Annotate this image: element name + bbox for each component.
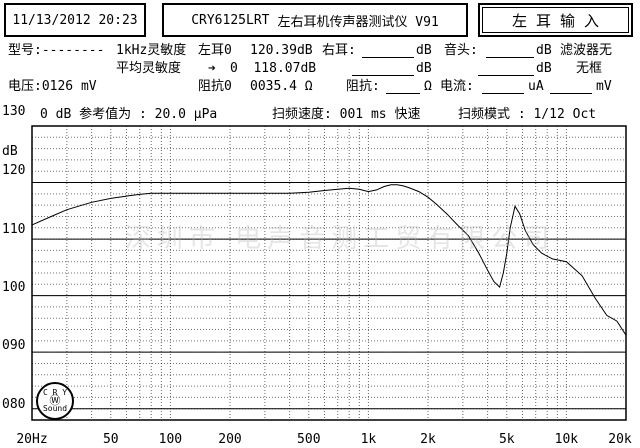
mv-unit: mV [596, 79, 612, 94]
x-tick-label: 5k [498, 432, 515, 447]
current-label: 电流: [440, 79, 474, 94]
y-tick-label: 120 [2, 163, 26, 178]
y-tick-label: 110 [2, 222, 26, 237]
model-field: 型号:-------- [8, 43, 105, 58]
current-unit: uA [528, 79, 544, 94]
reference-text: 0 dB 参考值为 : 20.0 μPa [40, 107, 218, 122]
filter-label-2: 无框 [576, 61, 603, 76]
filter-label: 滤波器无 [560, 43, 613, 58]
model-name: CRY6125LRT [191, 12, 270, 28]
head-unit: dB [536, 43, 552, 58]
right-impedance-field [386, 93, 420, 94]
avg-sensitivity-value: 0 118.07dB [230, 61, 317, 76]
left-ear-value: 120.39dB [250, 43, 313, 58]
right-ear-label: 右耳: [322, 43, 356, 58]
head-unit-2: dB [536, 61, 552, 76]
sweep-speed-text: 扫频速度: 001 ms 快速 [272, 107, 421, 122]
y-axis-unit: dB [2, 144, 18, 159]
head-label: 音头: [444, 43, 478, 58]
logo-center-icon: Ⓦ [49, 394, 61, 407]
right-ear-unit: dB [416, 43, 432, 58]
y-tick-label: 090 [2, 338, 26, 353]
x-tick-label: 20Hz [16, 432, 48, 447]
x-tick-label: 20k [608, 432, 632, 447]
impedance-label: 阻抗0 [198, 79, 232, 94]
right-impedance-label: 阻抗: [346, 79, 380, 94]
x-tick-label: 1k [360, 432, 377, 447]
watermark: 深圳市 电声音测工贸有限公司 [124, 224, 556, 254]
y-tick-label: 100 [2, 280, 26, 295]
x-tick-label: 200 [218, 432, 242, 447]
logo-top-text: C R Y [42, 388, 68, 397]
sensitivity-1k-label: 1kHz灵敏度 [116, 43, 187, 58]
right-ear-field [362, 57, 414, 58]
right-ear-field-2 [352, 75, 414, 76]
plot-frame [31, 125, 627, 421]
mv-field [550, 93, 592, 94]
input-mode-button[interactable]: 左 耳 输 入 [478, 3, 633, 37]
arrow-icon: ➔ [208, 61, 216, 76]
head-field-2 [478, 75, 534, 76]
x-tick-label: 500 [297, 432, 321, 447]
instrument-title: 左右耳机传声器测试仪 V91 [277, 14, 439, 30]
x-tick-label: 100 [158, 432, 183, 447]
x-tick-label: 50 [102, 432, 119, 447]
right-ear-unit-2: dB [416, 61, 432, 76]
datetime-box: 11/13/2012 20:23 [4, 3, 146, 37]
y-tick-label: 130 [2, 104, 26, 119]
right-impedance-unit: Ω [424, 79, 432, 94]
avg-sensitivity-label: 平均灵敏度 [116, 61, 182, 76]
sweep-mode-text: 扫频模式 : 1/12 Oct [458, 107, 597, 122]
x-tick-label: 2k [420, 432, 436, 447]
voltage-field: 电压:0126 mV [8, 79, 97, 94]
x-tick-label: 10k [554, 432, 579, 447]
cry-sound-logo: C R Y Ⓦ Sound [36, 382, 74, 420]
title-box: CRY6125LRT 左右耳机传声器测试仪 V91 [162, 3, 468, 37]
current-field [482, 93, 524, 94]
head-field [486, 57, 534, 58]
logo-bottom-text: Sound [42, 404, 68, 413]
left-ear-label: 左耳0 [198, 43, 232, 58]
response-curve [31, 184, 627, 336]
impedance-value: 0035.4 Ω [250, 79, 313, 94]
y-tick-label: 080 [2, 397, 26, 412]
